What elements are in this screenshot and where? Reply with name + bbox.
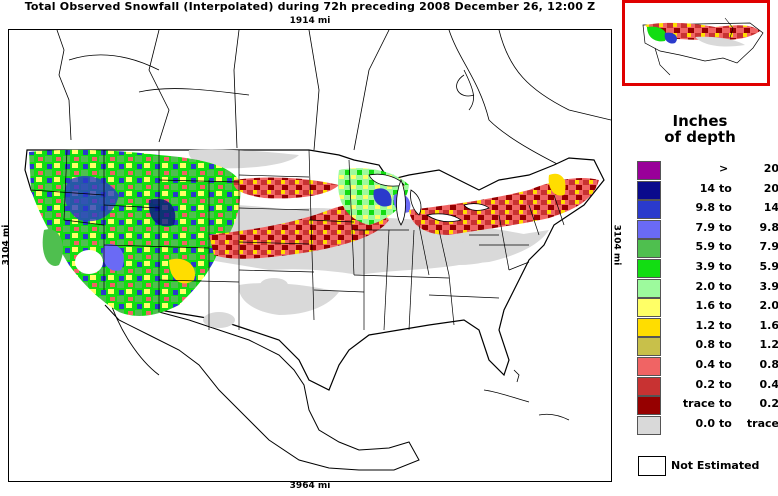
- legend-swatch: [637, 298, 661, 318]
- legend-range-low: 1.2: [695, 318, 716, 332]
- legend-range-separator: to: [719, 220, 732, 234]
- legend-range-separator: to: [719, 240, 732, 254]
- legend-range-low: 0.2: [695, 377, 716, 391]
- legend-range-high: 0.4: [759, 377, 778, 391]
- legend-swatch: [637, 317, 661, 337]
- legend-row: 5.9 to 7.9: [636, 238, 778, 259]
- legend-swatch: [637, 337, 661, 357]
- legend-row: 2.0 to 3.9: [636, 278, 778, 298]
- legend-row: >20: [636, 160, 778, 180]
- legend: >20 14 to 20 9.8 to 14 7.9 to 9.8 5.9 to 7.9 3.9 to 5.9…: [636, 160, 778, 435]
- legend-row: 1.6 to 2.0: [636, 297, 778, 318]
- legend-range-separator: to: [719, 397, 732, 411]
- overview-inset-map[interactable]: [622, 0, 770, 86]
- legend-label-not-estimated: Not Estimated: [671, 459, 760, 472]
- legend-range-high: trace: [746, 416, 778, 430]
- legend-range-low: trace: [682, 397, 715, 411]
- legend-title-line1: Inches: [672, 112, 728, 130]
- legend-title-line2: of depth: [664, 128, 736, 146]
- legend-range-separator: to: [719, 338, 732, 352]
- legend-title: Inches of depth: [630, 113, 770, 145]
- inset-canvas: [625, 3, 767, 83]
- legend-row: 0.2 to 0.4: [636, 376, 778, 396]
- legend-swatch: [637, 396, 661, 416]
- legend-range-low: 9.8: [695, 201, 716, 215]
- legend-range-high: 20: [763, 181, 778, 195]
- state-lines: [30, 149, 565, 331]
- legend-row: 7.9 to 9.8: [636, 219, 778, 239]
- legend-swatch: [637, 161, 661, 180]
- legend-range-high: 9.8: [759, 220, 778, 234]
- legend-row: trace to 0.2: [636, 395, 778, 416]
- legend-range-low: 0.4: [695, 357, 716, 371]
- legend-row: 1.2 to 1.6: [636, 317, 778, 337]
- legend-row: 3.9 to 5.9: [636, 258, 778, 278]
- legend-swatch: [637, 376, 661, 396]
- legend-range-separator: to: [719, 201, 732, 215]
- legend-range-separator: to: [719, 318, 732, 332]
- legend-range-low: 7.9: [695, 220, 716, 234]
- legend-row: 0.4 to 0.8: [636, 356, 778, 376]
- legend-swatch: [637, 356, 661, 376]
- legend-range-separator: to: [719, 377, 732, 391]
- snowfall-fields: [29, 149, 599, 328]
- legend-range-low: 3.9: [695, 259, 716, 273]
- great-lakes: [368, 173, 490, 226]
- legend-range-high: 0.2: [759, 397, 778, 411]
- legend-range-separator: to: [719, 259, 732, 273]
- legend-swatch: [637, 258, 661, 278]
- legend-range-separator: to: [719, 357, 732, 371]
- legend-range-high: 14: [763, 201, 778, 215]
- legend-range-high: 3.9: [759, 279, 778, 293]
- map-canvas: [24, 30, 611, 471]
- legend-range-separator: to: [719, 416, 732, 430]
- legend-range-high: 1.2: [759, 338, 778, 352]
- legend-swatch: [637, 219, 661, 239]
- legend-range-high: 7.9: [759, 240, 778, 254]
- legend-swatch: [637, 415, 661, 435]
- mexico-outline: [103, 289, 420, 471]
- legend-range-low: 1.6: [695, 299, 716, 313]
- legend-range-separator: to: [719, 299, 732, 313]
- legend-swatch: [637, 278, 661, 298]
- legend-swatch-not-estimated: [638, 456, 666, 476]
- legend-swatch: [637, 180, 661, 200]
- legend-range-high: 5.9: [759, 259, 778, 273]
- legend-range-low: 2.0: [695, 279, 716, 293]
- legend-swatch: [637, 239, 661, 259]
- legend-range-low: 14: [699, 181, 715, 195]
- legend-range-high: 20: [763, 162, 778, 175]
- legend-range-high: 2.0: [759, 299, 778, 313]
- legend-range-high: 0.8: [759, 357, 778, 371]
- legend-swatch: [637, 200, 661, 220]
- distance-bottom-label: 3964 mi: [289, 481, 331, 491]
- legend-range-low: 0.0: [695, 416, 716, 430]
- distance-top-label: 1914 mi: [289, 16, 331, 26]
- legend-row: 0.8 to 1.2: [636, 336, 778, 357]
- map-title: Total Observed Snowfall (Interpolated) d…: [24, 0, 596, 13]
- legend-range-separator: >: [719, 162, 729, 175]
- legend-range-high: 1.6: [759, 318, 778, 332]
- legend-row: 9.8 to 14: [636, 199, 778, 220]
- legend-row: 0.0 to trace: [636, 415, 778, 435]
- legend-range-separator: to: [719, 181, 732, 195]
- boundary-lines: [56, 30, 611, 171]
- legend-row: 14 to 20: [636, 180, 778, 200]
- legend-range-low: 0.8: [695, 338, 716, 352]
- legend-range-separator: to: [719, 279, 732, 293]
- distance-right-label: 3104 mi: [611, 224, 622, 266]
- snowfall-map[interactable]: [8, 29, 612, 482]
- legend-range-low: 5.9: [695, 240, 716, 254]
